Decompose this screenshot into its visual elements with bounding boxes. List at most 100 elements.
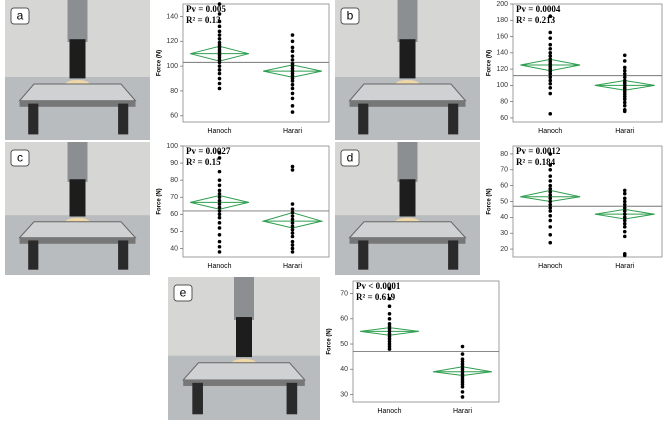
panel-label: d [347, 151, 354, 165]
y-tick-label: 180 [496, 17, 508, 24]
data-point [217, 50, 222, 55]
data-point [217, 43, 222, 47]
data-point [460, 382, 465, 387]
data-point [290, 210, 295, 215]
data-point [460, 380, 465, 384]
data-point [548, 233, 553, 237]
data-point [548, 209, 553, 213]
bellows [236, 317, 252, 358]
data-point [622, 253, 627, 258]
data-point [622, 234, 627, 239]
platform-leg [286, 382, 298, 415]
data-point [622, 97, 627, 102]
data-point [290, 66, 295, 71]
platform [18, 221, 137, 239]
platform-edge [349, 237, 466, 244]
data-point [217, 36, 222, 41]
stat-annotation: R² = 0.15 [186, 157, 221, 167]
data-point [217, 178, 222, 182]
data-point [387, 339, 392, 344]
data-point [387, 334, 392, 339]
data-point [387, 342, 392, 346]
data-point [622, 53, 627, 58]
data-point [290, 104, 295, 108]
data-point [622, 191, 627, 196]
data-point [217, 205, 222, 210]
data-point [460, 385, 465, 389]
data-point [290, 250, 295, 254]
data-point [622, 100, 627, 105]
data-point [387, 332, 392, 336]
y-axis-label: Force (N) [487, 50, 493, 76]
data-point [622, 221, 627, 226]
data-point [548, 112, 553, 116]
data-point [290, 217, 295, 222]
chart: Force (N) 60 80 100 120 140 160 180 200 Hanoch Har… [487, 1, 663, 135]
panel-label-box [340, 149, 360, 167]
data-point [387, 324, 392, 329]
y-axis-label: Force (N) [157, 188, 163, 214]
data-point [548, 225, 553, 229]
data-point [622, 103, 627, 108]
platform-leg [358, 240, 369, 270]
y-tick-label: 60 [500, 115, 508, 122]
stat-annotation: R² = 0.13 [186, 15, 221, 25]
data-point [217, 12, 222, 16]
data-point [548, 179, 553, 183]
stat-annotation: Pv = 0.0027 [186, 146, 231, 156]
photo: d [335, 142, 480, 275]
stat-annotation: R² = 0.184 [516, 157, 556, 167]
stat-annotation: R² = 0.213 [516, 15, 556, 25]
data-point [548, 193, 553, 197]
data-point [290, 76, 295, 81]
data-point [217, 233, 222, 237]
data-point [217, 86, 222, 91]
data-point [290, 214, 295, 218]
photo: a [5, 0, 150, 140]
data-point [217, 2, 222, 6]
plot-frame [352, 280, 500, 403]
platform-edge [19, 100, 136, 107]
y-tick-label: 100 [166, 143, 178, 150]
stat-annotation: Pv = 0.0012 [516, 146, 561, 156]
data-point [217, 53, 222, 57]
photo: e [168, 277, 320, 420]
panel-label: b [347, 9, 354, 23]
data-point [290, 33, 295, 37]
data-point [290, 110, 295, 114]
x-tick-label: Harari [283, 263, 303, 270]
data-point [548, 218, 553, 223]
y-tick-label: 90 [170, 160, 178, 167]
chart: Force (N) 30 40 50 60 70 Hanoch Harari Pv < 0.00… [327, 280, 500, 415]
data-point [290, 45, 295, 50]
data-point [217, 202, 222, 206]
data-point [622, 212, 627, 216]
x-tick-label: Hanoch [377, 408, 401, 415]
data-point [290, 234, 295, 239]
data-point [460, 390, 465, 394]
y-axis-label: Force (N) [487, 188, 493, 214]
data-point [622, 199, 627, 204]
y-tick-label: 160 [496, 33, 508, 40]
stat-annotation: Pv = 0.0004 [516, 4, 561, 14]
platform-edge [183, 379, 305, 386]
bellows [399, 179, 416, 217]
y-tick-label: 80 [170, 88, 178, 95]
data-point [290, 221, 295, 225]
x-tick-label: Hanoch [538, 263, 562, 270]
data-point [217, 221, 222, 225]
data-point [217, 244, 222, 249]
y-tick-label: 30 [500, 230, 508, 237]
data-point [387, 304, 392, 309]
data-point [387, 322, 392, 326]
data-point [622, 225, 627, 229]
x-tick-label: Harari [615, 263, 635, 270]
data-point [548, 152, 553, 156]
x-tick-label: Harari [615, 128, 635, 135]
y-tick-label: 60 [170, 211, 178, 218]
data-point [548, 240, 553, 245]
y-tick-label: 120 [496, 66, 508, 73]
platform-edge [349, 100, 466, 107]
y-tick-label: 70 [170, 194, 178, 201]
platform-leg [28, 240, 39, 270]
